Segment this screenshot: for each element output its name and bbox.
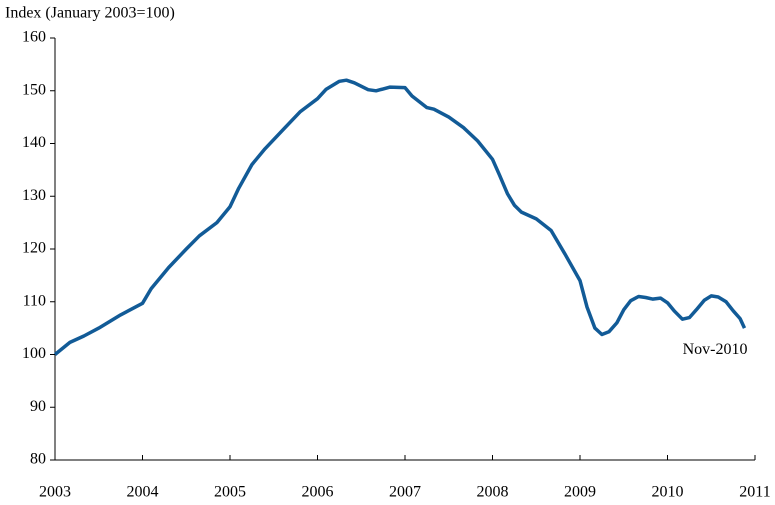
y-tick-label: 100 — [22, 345, 46, 362]
y-tick-label: 120 — [22, 240, 46, 257]
y-axis-label: Index (January 2003=100) — [5, 5, 175, 22]
x-tick-label: 2005 — [214, 484, 246, 501]
line-series — [53, 78, 747, 356]
y-tick-label: 80 — [30, 451, 46, 468]
x-tick-label: 2003 — [39, 484, 71, 501]
y-tick-label: 150 — [22, 81, 46, 98]
y-tick-label: 130 — [22, 187, 46, 204]
y-tick-label: 160 — [22, 29, 46, 46]
x-tick-label: 2006 — [302, 484, 334, 501]
y-tick-label: 110 — [23, 292, 46, 309]
y-tick-label: 90 — [30, 398, 46, 415]
x-tick-label: 2004 — [127, 484, 159, 501]
x-tick-label: 2011 — [739, 484, 770, 501]
x-tick-label: 2010 — [652, 484, 684, 501]
annotation: Nov-2010 — [683, 341, 748, 358]
x-tick-label: 2009 — [564, 484, 596, 501]
y-tick-label: 140 — [22, 134, 46, 151]
x-tick-label: 2008 — [477, 484, 509, 501]
x-tick-label: 2007 — [389, 484, 421, 501]
